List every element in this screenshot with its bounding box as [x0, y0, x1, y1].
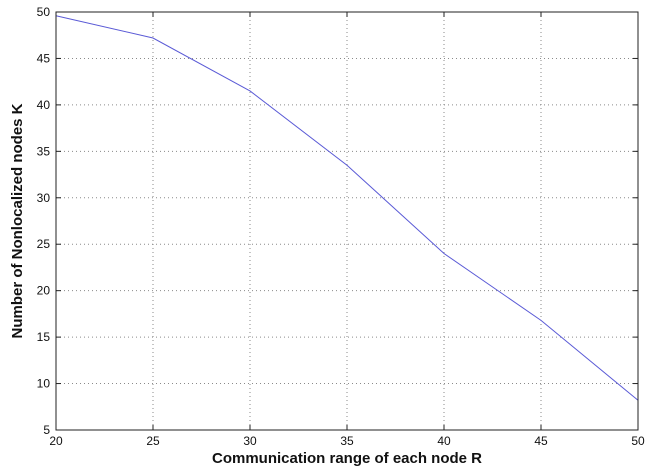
- x-tick-label: 50: [631, 434, 645, 448]
- x-axis-label: Communication range of each node R: [212, 450, 482, 467]
- x-tick-label: 35: [340, 434, 354, 448]
- y-tick-label: 50: [37, 5, 51, 19]
- x-tick-label: 45: [534, 434, 548, 448]
- series-line: [55, 15, 639, 401]
- axis-ticks: 20 25 30 35 40 45 50 5 10 15 20 25 30 35 40 45 50: [37, 5, 645, 448]
- x-tick-label: 40: [437, 434, 451, 448]
- grid: [56, 12, 638, 430]
- y-tick-label: 10: [37, 377, 51, 391]
- x-tick-label: 25: [146, 434, 160, 448]
- y-tick-label: 20: [37, 284, 51, 298]
- y-tick-label: 35: [37, 144, 51, 158]
- y-axis-label: Number of Nonlocalized nodes K: [9, 103, 26, 338]
- plot-frame: [55, 11, 639, 431]
- y-tick-label: 30: [37, 191, 51, 205]
- y-tick-label: 40: [37, 98, 51, 112]
- y-tick-label: 5: [43, 423, 50, 437]
- x-tick-label: 20: [49, 434, 63, 448]
- series-layer: [55, 15, 639, 401]
- y-tick-label: 15: [37, 330, 51, 344]
- x-tick-label: 30: [243, 434, 257, 448]
- y-tick-label: 25: [37, 237, 51, 251]
- y-tick-label: 45: [37, 51, 51, 65]
